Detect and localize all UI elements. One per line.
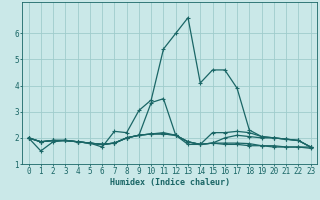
X-axis label: Humidex (Indice chaleur): Humidex (Indice chaleur) bbox=[110, 178, 230, 187]
